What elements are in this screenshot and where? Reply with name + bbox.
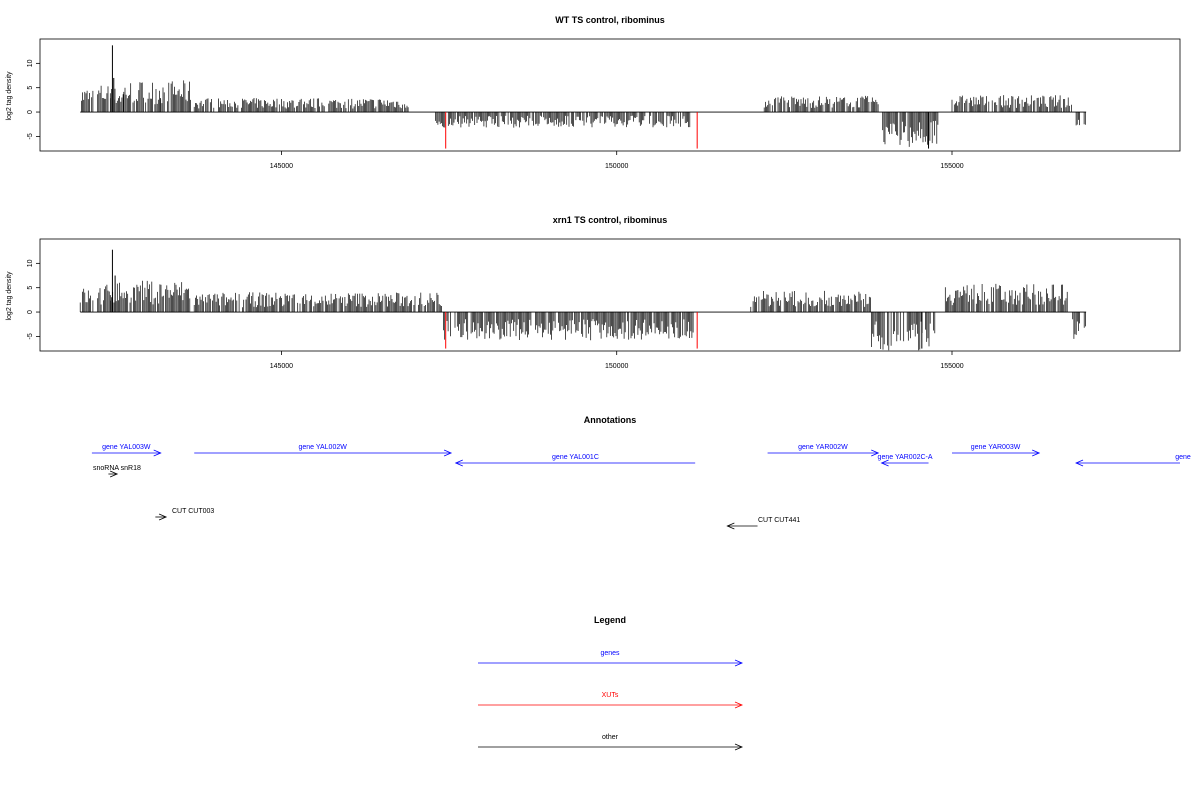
wt-axis-ticks: 145000 150000 155000 10 5 0 -5	[27, 59, 964, 170]
xrn1-axis-ticks: 145000 150000 155000 10 5 0 -5	[27, 259, 964, 370]
legend-items: genes XUTs other	[478, 650, 744, 751]
annotation-feature: gene YAL002W	[194, 444, 453, 457]
wt-y-tick-label: 5	[27, 86, 34, 90]
wt-coverage-segment	[1075, 112, 1086, 126]
wt-coverage-panel: WT TS control, ribominus log2 tag densit…	[6, 15, 1181, 170]
xrn1-coverage-segment	[944, 283, 1068, 312]
annotation-feature: gene	[1075, 454, 1191, 467]
wt-x-tick-label: 145000	[270, 163, 293, 170]
annotation-arrowhead	[158, 513, 168, 521]
legend-title: Legend	[594, 615, 626, 625]
annotation-arrowhead	[1032, 449, 1041, 457]
wt-coverage-segment	[81, 90, 94, 112]
xrn1-coverage-segment	[1072, 312, 1086, 339]
legend-label: other	[602, 734, 619, 741]
annotation-feature: CUT CUT003	[155, 508, 214, 521]
annotation-feature: gene YAR002C-A	[878, 454, 933, 467]
annotation-features: gene YAL003W gene YAL002W gene YAL001C gene…	[91, 444, 1191, 530]
xrn1-coverage-panel: xrn1 TS control, ribominus log2 tag dens…	[6, 215, 1181, 370]
xrn1-y-axis-label: log2 tag density	[6, 271, 13, 321]
xrn1-plot-frame	[39, 238, 1181, 352]
annotation-arrowhead	[454, 459, 463, 467]
wt-panel-title: WT TS control, ribominus	[555, 15, 665, 25]
wt-coverage-segment	[123, 82, 161, 112]
annotation-label: CUT CUT003	[172, 508, 214, 515]
annotation-feature: snoRNA snR18	[93, 465, 141, 478]
xrn1-coverage-segment	[79, 288, 94, 312]
wt-x-tick-label: 150000	[605, 163, 628, 170]
annotation-feature: CUT CUT441	[726, 517, 800, 530]
xrn1-plot-marks	[79, 249, 1087, 351]
xrn1-coverage-segment	[443, 312, 694, 341]
annotations-title: Annotations	[584, 415, 637, 425]
xrn1-y-tick-label: 10	[27, 259, 34, 267]
xrn1-y-tick-label: 0	[27, 310, 34, 314]
xrn1-y-tick-label: -5	[27, 333, 34, 339]
annotation-label: gene YAL003W	[102, 444, 151, 451]
annotation-feature: gene YAL001C	[454, 454, 696, 467]
xrn1-coverage-segment	[871, 312, 936, 351]
wt-y-tick-label: 0	[27, 110, 34, 114]
legend-arrowhead	[734, 743, 744, 751]
wt-coverage-segment	[882, 112, 939, 147]
xrn1-x-tick-label: 145000	[270, 363, 293, 370]
legend-label: genes	[600, 650, 620, 657]
xrn1-x-tick-label: 155000	[940, 363, 963, 370]
annotation-feature: gene YAR002W	[767, 444, 880, 457]
annotation-feature: gene YAR003W	[952, 444, 1041, 457]
xrn1-coverage-segment	[97, 284, 111, 312]
xrn1-coverage-segment	[193, 292, 442, 312]
xrn1-coverage-segment	[110, 280, 191, 312]
wt-coverage-segment	[763, 95, 879, 112]
annotation-label: CUT CUT441	[758, 517, 800, 524]
wt-coverage-segment	[160, 80, 191, 112]
wt-y-tick-label: -5	[27, 133, 34, 139]
annotation-label: gene YAL001C	[552, 454, 599, 461]
annotation-arrowhead	[880, 459, 889, 467]
annotation-label: gene YAR002W	[798, 444, 848, 451]
legend-arrowhead	[734, 701, 744, 709]
wt-y-axis-label: log2 tag density	[6, 71, 13, 121]
legend-item: XUTs	[478, 692, 744, 709]
annotation-arrowhead	[109, 470, 119, 478]
annotation-label: gene YAR002C-A	[878, 454, 933, 461]
xrn1-x-tick-label: 150000	[605, 363, 628, 370]
wt-coverage-segment	[97, 85, 111, 112]
annotation-feature: gene YAL003W	[91, 444, 162, 457]
legend-label: XUTs	[602, 692, 619, 699]
xrn1-y-tick-label: 5	[27, 286, 34, 290]
wt-plot-marks	[80, 45, 1087, 149]
annotation-arrowhead	[871, 449, 880, 457]
wt-coverage-segment	[951, 95, 1072, 112]
legend-item: other	[478, 734, 744, 751]
annotation-label: gene YAR003W	[971, 444, 1021, 451]
annotation-arrowhead	[443, 449, 453, 457]
annotation-arrowhead	[726, 522, 735, 530]
wt-plot-frame	[39, 38, 1181, 152]
legend: Legend genes XUTs other	[478, 615, 744, 751]
wt-coverage-segment	[435, 112, 691, 128]
wt-x-tick-label: 155000	[940, 163, 963, 170]
xrn1-panel-title: xrn1 TS control, ribominus	[553, 215, 668, 225]
xrn1-coverage-segment	[750, 290, 871, 312]
wt-coverage-segment	[193, 98, 409, 112]
legend-arrowhead	[734, 659, 744, 667]
annotations-panel: Annotations gene YAL003W gene YAL002Wgene…	[91, 415, 1191, 530]
annotation-arrowhead	[153, 449, 162, 457]
annotation-label: snoRNA snR18	[93, 465, 141, 472]
annotation-label: gene	[1175, 454, 1191, 461]
wt-y-tick-label: 10	[27, 59, 34, 67]
annotation-label: gene YAL002W	[298, 444, 347, 451]
legend-item: genes	[478, 650, 744, 667]
annotation-arrowhead	[1075, 459, 1084, 467]
